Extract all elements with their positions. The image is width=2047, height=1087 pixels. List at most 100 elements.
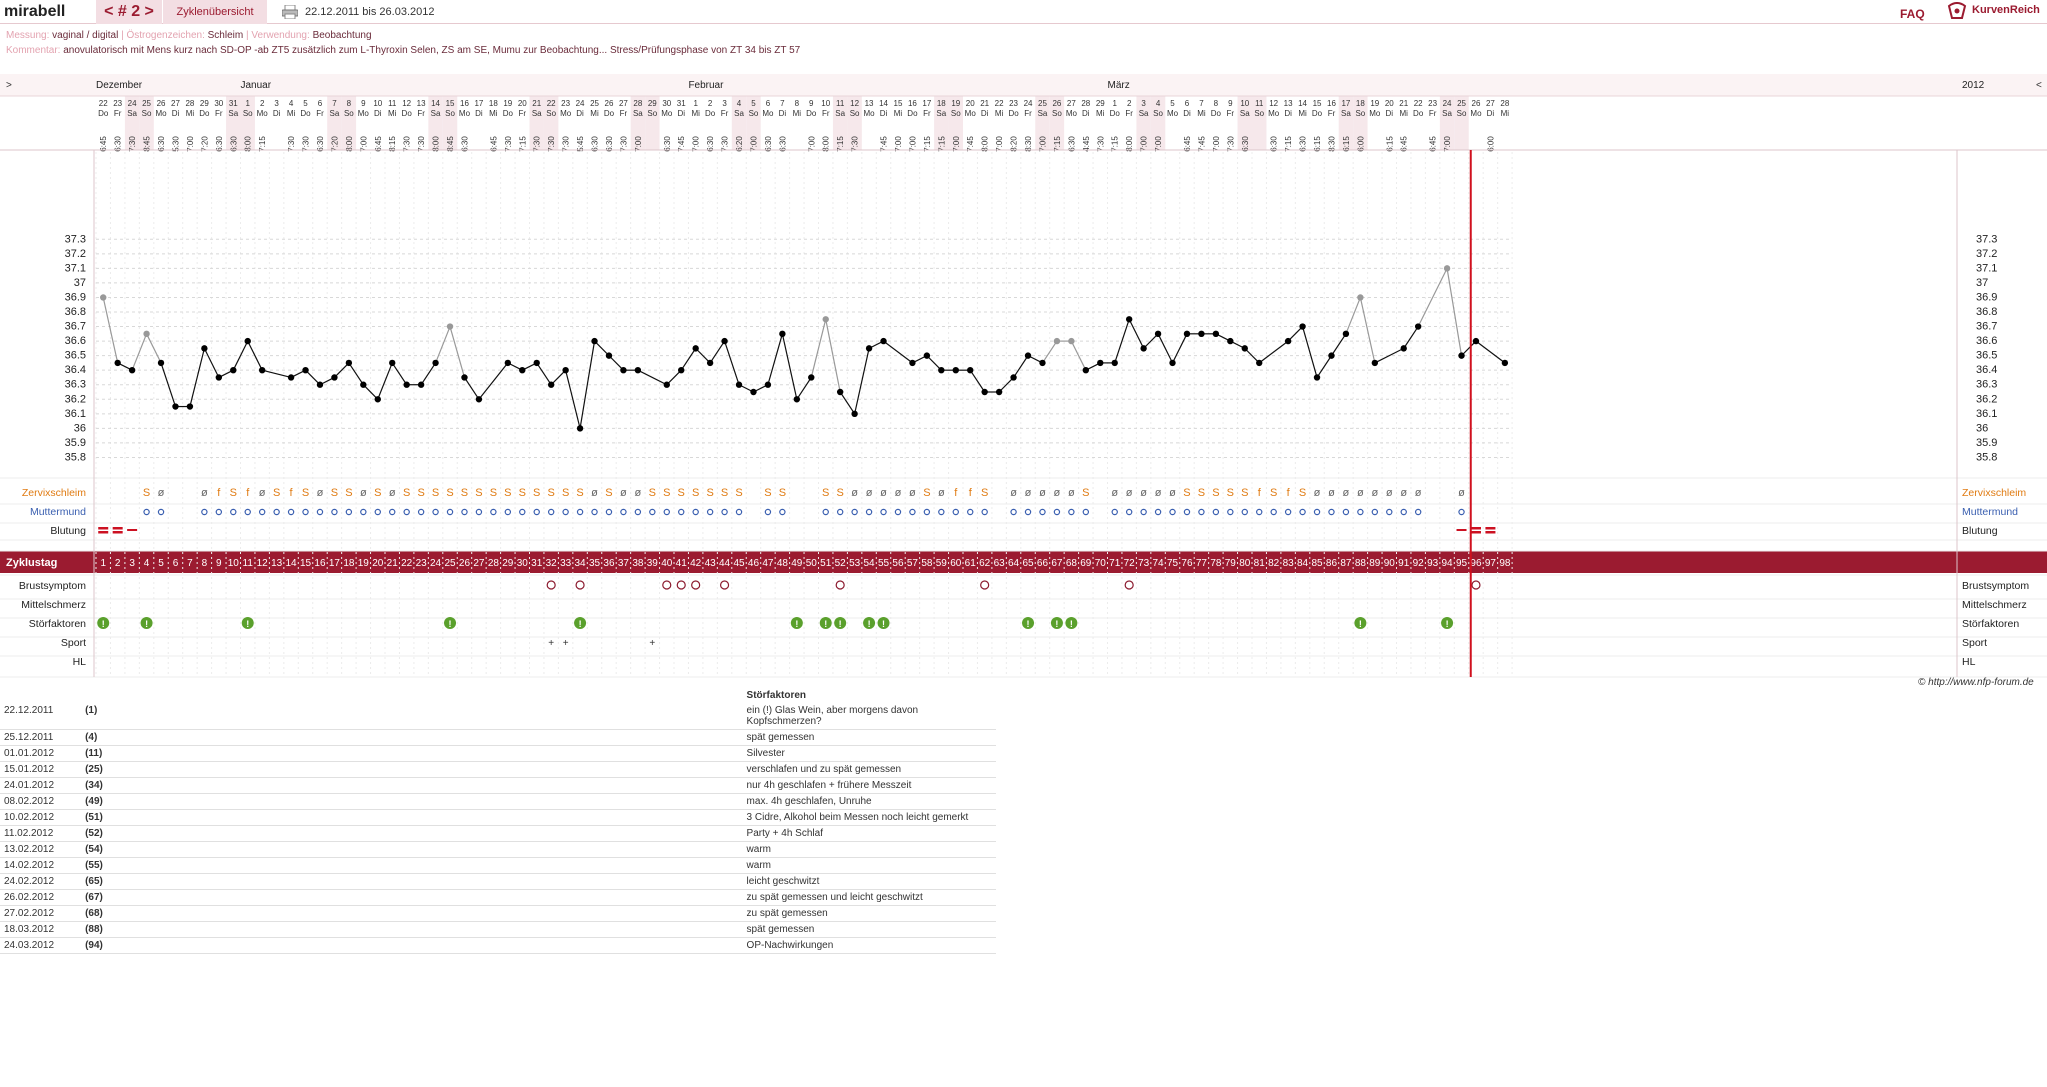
cervix-symbol: ø — [1140, 487, 1147, 499]
cycle-day-number: 46 — [748, 558, 760, 569]
y-tick-label: 37 — [74, 277, 86, 289]
stoerfaktor-mark: ! — [882, 619, 885, 629]
date-label: 27 — [1067, 99, 1076, 108]
zervix-label-right: Zervixschleim — [1962, 487, 2026, 499]
cycle-day-number: 4 — [144, 558, 150, 569]
y-tick-label: 36.4 — [65, 364, 86, 376]
cycle-overview-button[interactable]: Zyklenübersicht — [163, 0, 267, 24]
cervix-symbol: f — [217, 487, 221, 499]
date-label: 6 — [318, 99, 323, 108]
weekday-label: Mi — [793, 109, 802, 118]
temperature-point — [620, 366, 627, 374]
notes-row: 25.12.2011 (4) spät gemessen — [0, 729, 996, 746]
time-label: 7:00 — [692, 136, 701, 152]
temperature-point — [287, 374, 295, 381]
cycle-day-number: 27 — [473, 558, 485, 569]
temperature-point — [1082, 366, 1090, 374]
note-text: OP-Nachwirkungen — [742, 937, 996, 954]
cycle-navigation[interactable]: < # 2 > — [96, 0, 162, 24]
month-label: Februar — [688, 80, 724, 91]
temperature-segment — [232, 340, 249, 371]
temperature-segment — [796, 377, 812, 400]
weekday-label: So — [1457, 109, 1467, 118]
weekday-label: Sa — [532, 109, 542, 118]
date-label: 13 — [417, 99, 426, 108]
date-label: 22 — [995, 99, 1004, 108]
weekday-label: Sa — [1240, 109, 1250, 118]
mumu-symbol — [1024, 508, 1032, 516]
cervix-symbol: S — [605, 487, 612, 499]
cervix-symbol: ø — [909, 487, 916, 499]
note-text: zu spät gemessen und leicht geschwitzt — [742, 889, 996, 906]
weekday-label: Do — [604, 109, 615, 118]
comment-value: anovulatorisch mit Mens kurz nach SD-OP … — [63, 45, 801, 56]
cycle-day-number: 56 — [892, 558, 904, 569]
note-date: 24.03.2012 — [0, 937, 82, 954]
cervix-symbol: S — [548, 487, 555, 499]
year-label: 2012 — [1962, 80, 1985, 91]
cycle-day-number: 33 — [560, 558, 572, 569]
date-label: 24 — [1443, 99, 1452, 108]
weekday-label: So — [1355, 109, 1365, 118]
cycle-day-number: 13 — [271, 558, 283, 569]
faq-link[interactable]: FAQ — [1900, 7, 1925, 21]
temperature-segment — [1374, 347, 1404, 364]
hl-label-right: HL — [1962, 656, 1976, 668]
y-tick-label-right: 36.2 — [1976, 393, 1997, 405]
stoerfaktor-mark: ! — [449, 619, 452, 629]
date-label: 28 — [633, 99, 642, 108]
kurvenreich-text[interactable]: KurvenReich — [1972, 4, 2040, 16]
time-label: 6:30 — [778, 136, 787, 152]
mumu-symbol — [1125, 508, 1133, 516]
cervix-symbol: S — [1270, 487, 1277, 499]
temperature-point — [316, 381, 324, 388]
weekend-band — [645, 96, 660, 150]
y-tick-label-right: 36.7 — [1976, 321, 1997, 333]
cycle-day-number: 61 — [965, 558, 977, 569]
temperature-segment — [435, 326, 451, 364]
temperature-point — [1053, 337, 1061, 345]
date-label: 27 — [619, 99, 628, 108]
temperature-point — [706, 359, 714, 367]
brust-symbol — [546, 580, 556, 590]
time-label: 6:00 — [1356, 136, 1365, 152]
cervix-symbol: S — [374, 487, 381, 499]
temperature-segment — [1041, 340, 1058, 364]
cycle-day-number: 14 — [286, 558, 298, 569]
stoerfaktor-mark: ! — [1070, 619, 1073, 629]
weekday-label: Fr — [114, 109, 122, 118]
time-label: 8:30 — [1024, 136, 1033, 152]
time-label: 8:00 — [1125, 136, 1134, 152]
mumu-symbol — [389, 508, 396, 516]
stoerfaktor-mark: ! — [1055, 619, 1058, 629]
time-label: 6:30 — [114, 136, 123, 152]
note-date: 22.12.2011 — [0, 703, 82, 730]
temperature-point — [114, 359, 121, 367]
temperature-point — [374, 396, 381, 403]
y-tick-label-right: 37.3 — [1976, 233, 1997, 245]
kurvenreich-logo-icon[interactable] — [1947, 2, 1967, 20]
mumu-symbol — [1458, 508, 1465, 516]
stoerfaktor-icon — [834, 617, 847, 629]
time-label: 7:30 — [619, 136, 628, 152]
weekday-label: Mi — [186, 109, 195, 118]
weekday-label: Sa — [1139, 109, 1149, 118]
time-label: 8:00 — [345, 136, 354, 152]
date-label: 12 — [402, 99, 411, 108]
time-label: 7:00 — [1154, 136, 1163, 152]
cervix-symbol: ø — [1357, 487, 1364, 499]
temperature-segment — [1287, 326, 1304, 342]
mumu-symbol — [316, 508, 324, 516]
print-icon[interactable] — [282, 5, 298, 19]
weekday-label: Mo — [762, 109, 774, 118]
date-label: 23 — [1428, 99, 1437, 108]
note-day: (55) — [81, 857, 743, 874]
cycle-day-number: 7 — [187, 558, 193, 569]
temperature-segment — [131, 333, 148, 371]
temperature-segment — [1301, 326, 1318, 378]
weekday-label: Di — [1183, 109, 1191, 118]
stoerfaktor-icon — [1354, 617, 1367, 629]
usage-label: Verwendung: — [251, 30, 310, 41]
note-text: verschlafen und zu spät gemessen — [742, 761, 996, 778]
time-label: 7:00 — [908, 136, 917, 152]
